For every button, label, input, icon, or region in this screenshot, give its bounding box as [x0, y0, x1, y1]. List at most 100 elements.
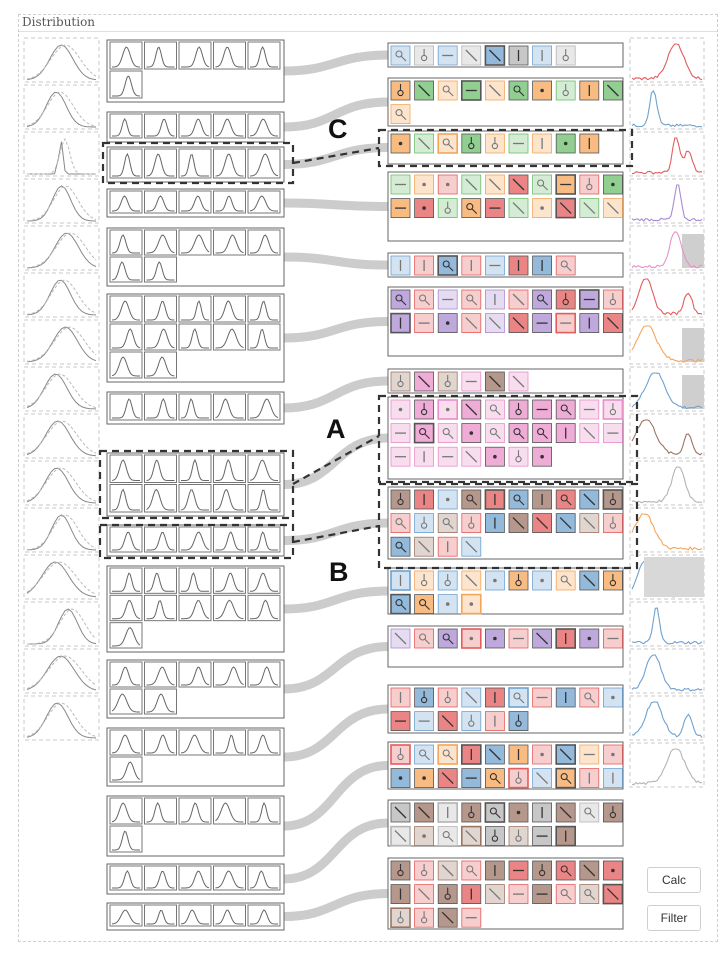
- cell-mark: [513, 85, 521, 93]
- matrix-cell: [579, 628, 600, 649]
- cell-mark: [584, 889, 592, 897]
- cell-mark: [471, 208, 478, 214]
- reference-curve: [26, 232, 97, 269]
- right-histogram: [629, 37, 705, 83]
- cell-mark: [442, 260, 450, 268]
- matrix-cell: [555, 312, 577, 334]
- cell-mark: [495, 778, 501, 784]
- matrix-cell: [532, 628, 552, 649]
- cell-mark: [488, 375, 501, 388]
- reference-curve: [26, 185, 97, 222]
- cell-mark: [488, 49, 501, 62]
- matrix-cell: [390, 907, 411, 929]
- cell-mark: [395, 294, 403, 302]
- cell-mark: [442, 428, 450, 436]
- cell-mark: [419, 599, 427, 607]
- cell-mark: [465, 830, 478, 843]
- cell-mark: [583, 517, 596, 530]
- reference-curve: [26, 279, 97, 315]
- thumbnail-frame: [23, 413, 100, 459]
- matrix-cell: [532, 423, 552, 444]
- left-thumbnail: [23, 131, 100, 177]
- matrix-cell: [532, 860, 552, 881]
- distribution-curve: [26, 655, 97, 691]
- right-histogram: [629, 366, 705, 412]
- matrix-cell: [508, 399, 529, 420]
- cell-swatch: [390, 104, 411, 124]
- glyph-curve: [215, 46, 244, 68]
- cell-mark: [395, 541, 403, 549]
- cell-mark: [518, 697, 525, 704]
- matrix-cell: [532, 687, 552, 708]
- matrix-cell: [461, 768, 482, 788]
- selection-shade: [682, 375, 704, 409]
- cell-swatch: [555, 884, 576, 904]
- matrix-cell: [461, 399, 482, 420]
- glyph-cell: [109, 688, 143, 715]
- right-histogram: [629, 742, 705, 788]
- right-histogram: [629, 507, 705, 553]
- calc-button[interactable]: Calc: [647, 867, 701, 893]
- histogram-line: [631, 90, 703, 128]
- matrix-cell: [414, 489, 435, 510]
- glyph-curve: [146, 300, 175, 321]
- cell-mark: [445, 182, 450, 187]
- glyph-curve: [111, 300, 140, 321]
- cell-mark: [465, 691, 478, 704]
- right-histograms: [629, 37, 705, 788]
- matrix-cell: [555, 289, 576, 310]
- cell-mark: [559, 806, 572, 819]
- cell-mark: [488, 84, 501, 97]
- glyph-curve: [215, 195, 244, 212]
- histogram-line: [631, 231, 703, 269]
- matrix-cell: [390, 45, 411, 66]
- glyph-cell: [144, 865, 177, 891]
- cell-mark: [398, 407, 403, 412]
- cell-mark: [540, 752, 544, 757]
- glyph-cell: [144, 661, 177, 688]
- group-link: [279, 518, 393, 545]
- cell-swatch: [532, 174, 552, 195]
- glyph-curve: [112, 666, 140, 686]
- matrix-cell: [555, 860, 576, 881]
- matrix-cell: [484, 826, 505, 846]
- matrix-group-frame: [387, 42, 624, 68]
- cell-mark: [488, 178, 501, 191]
- left-thumbnail: [23, 648, 100, 694]
- reference-curve: [26, 702, 97, 737]
- cell-mark: [565, 499, 572, 506]
- matrix-cell: [390, 489, 411, 510]
- matrix-cell: [390, 860, 411, 881]
- cell-mark: [565, 778, 572, 784]
- cell-swatch: [390, 513, 411, 533]
- cell-mark: [419, 428, 427, 436]
- matrix-cell: [532, 826, 552, 846]
- right-histogram: [629, 272, 705, 318]
- cell-mark: [560, 575, 568, 583]
- glyph-cell: [109, 825, 143, 853]
- glyph-group: [106, 659, 285, 719]
- glyph-groups: [106, 39, 285, 931]
- glyph-curve: [146, 153, 175, 177]
- matrix-cell: [414, 907, 435, 928]
- glyph-cell: [109, 41, 143, 70]
- glyph-cell: [213, 113, 246, 139]
- histogram-line: [631, 137, 703, 175]
- cell-mark: [424, 299, 430, 306]
- matrix-cell: [461, 570, 482, 591]
- histogram-line: [631, 748, 703, 786]
- matrix-group: [387, 684, 624, 734]
- filter-button[interactable]: Filter: [647, 905, 701, 931]
- glyph-cell: [109, 526, 143, 553]
- cell-mark: [513, 692, 521, 700]
- glyph-cell: [178, 323, 212, 351]
- right-histogram: [629, 601, 705, 647]
- matrix-cell: [461, 687, 482, 708]
- histogram-frame: [629, 178, 705, 224]
- distribution-curve: [26, 326, 97, 363]
- matrix-group: [387, 286, 624, 357]
- glyph-cell: [178, 729, 212, 756]
- glyph-curve: [112, 195, 140, 212]
- matrix-cell: [603, 423, 623, 444]
- histogram-line: [631, 184, 703, 222]
